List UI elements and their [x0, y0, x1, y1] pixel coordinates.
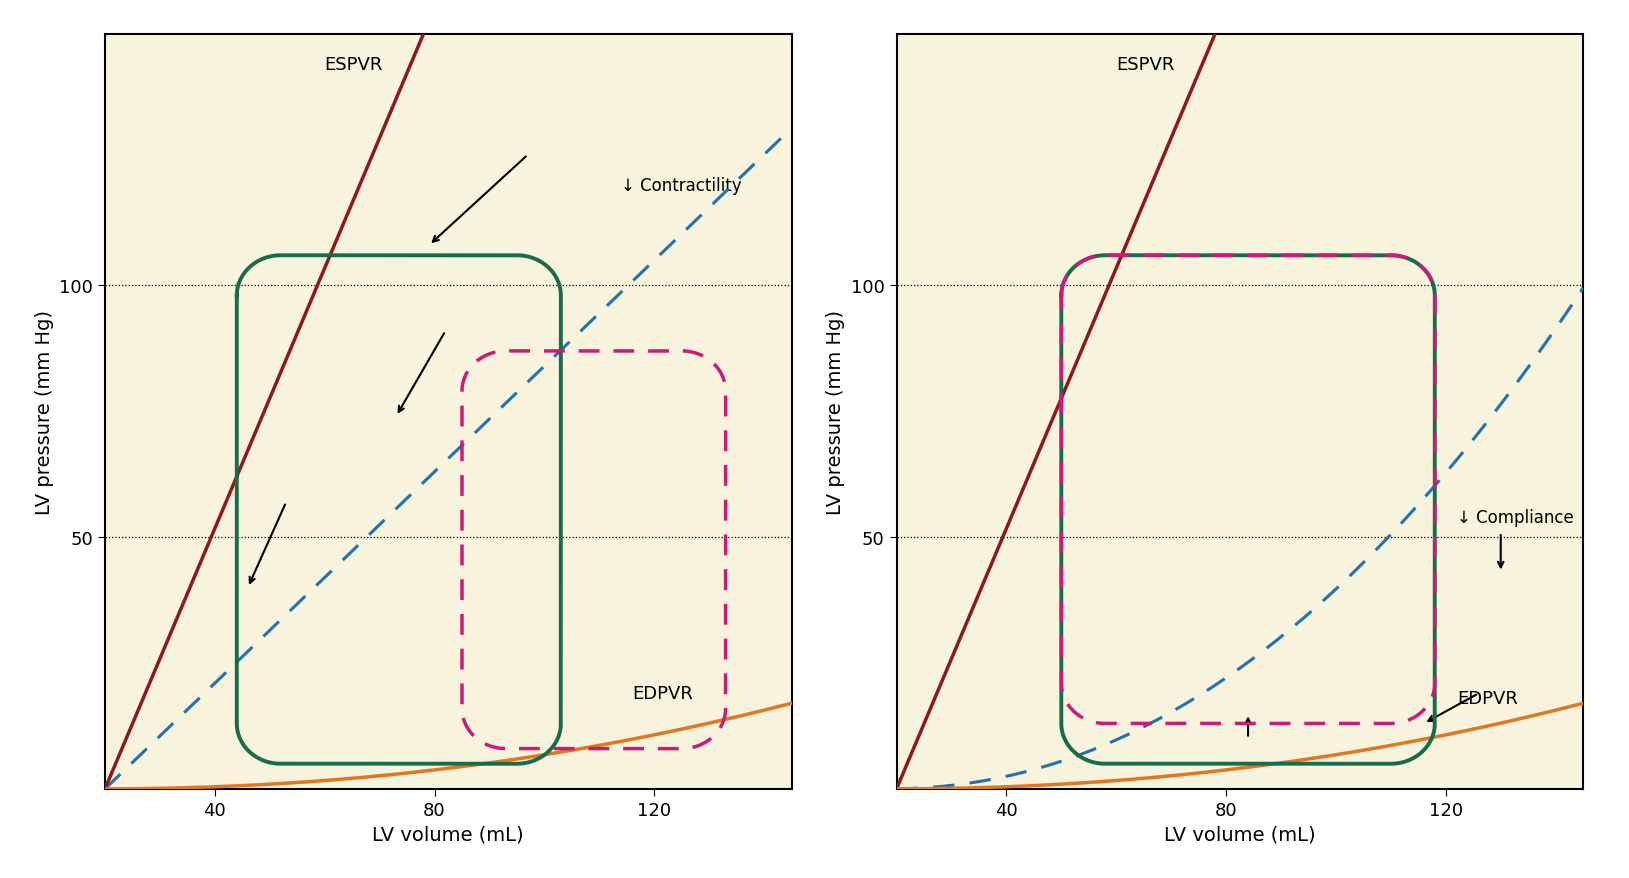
Y-axis label: LV pressure (mm Hg): LV pressure (mm Hg) [34, 309, 54, 515]
Text: EDPVR: EDPVR [1456, 689, 1518, 708]
Text: EDPVR: EDPVR [632, 685, 694, 702]
Text: ↓ Compliance: ↓ Compliance [1456, 508, 1574, 527]
Y-axis label: LV pressure (mm Hg): LV pressure (mm Hg) [826, 309, 845, 515]
Text: ESPVR: ESPVR [324, 56, 383, 74]
Text: ↓ Contractility: ↓ Contractility [621, 176, 741, 195]
X-axis label: LV volume (mL): LV volume (mL) [373, 824, 525, 843]
X-axis label: LV volume (mL): LV volume (mL) [1165, 824, 1316, 843]
Text: ESPVR: ESPVR [1116, 56, 1175, 74]
